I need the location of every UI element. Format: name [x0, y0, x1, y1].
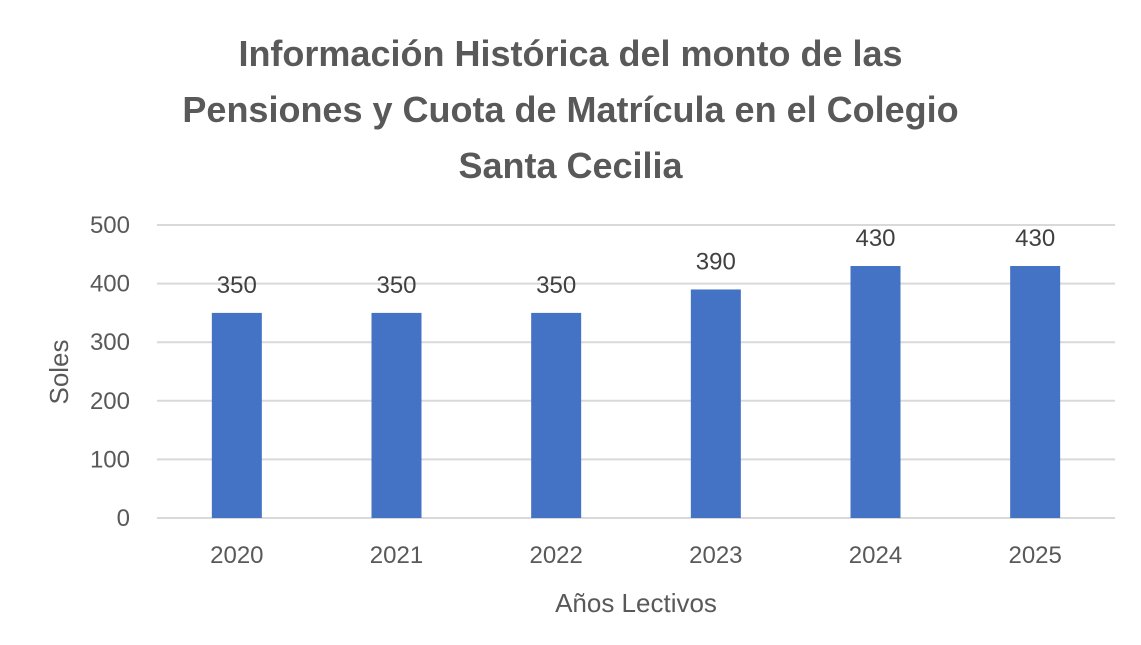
x-axis-title: Años Lectivos	[555, 588, 717, 618]
bar	[211, 312, 262, 518]
data-label: 350	[217, 272, 257, 299]
data-labels: 350 350 350 390 430 430	[217, 225, 1055, 299]
y-tick-label: 0	[117, 505, 130, 532]
y-tick-label: 200	[90, 388, 130, 415]
x-tick-label: 2021	[370, 542, 423, 569]
x-tick-label: 2025	[1008, 542, 1061, 569]
x-tick-label: 2024	[849, 542, 902, 569]
y-tick-label: 100	[90, 446, 130, 473]
x-axis-ticks: 2020 2021 2022 2023 2024 2025	[210, 542, 1062, 569]
chart-title-line-3: Santa Cecilia	[458, 145, 683, 186]
chart-title-line-2: Pensiones y Cuota de Matrícula en el Col…	[182, 89, 959, 130]
y-tick-label: 300	[90, 329, 130, 356]
x-tick-label: 2020	[210, 542, 263, 569]
y-tick-label: 500	[90, 212, 130, 239]
x-tick-label: 2023	[689, 542, 742, 569]
bars	[211, 266, 1061, 518]
y-axis-title: Soles	[44, 339, 74, 404]
data-label: 390	[696, 248, 736, 275]
bar	[690, 289, 741, 518]
bar	[371, 312, 422, 518]
data-label: 430	[1015, 225, 1055, 252]
bar	[531, 312, 582, 518]
data-label: 350	[376, 272, 416, 299]
y-tick-label: 400	[90, 271, 130, 298]
chart-title-line-1: Información Histórica del monto de las	[238, 33, 903, 74]
gridlines	[157, 224, 1115, 519]
data-label: 430	[855, 225, 895, 252]
bar	[850, 266, 901, 518]
x-tick-label: 2022	[529, 542, 582, 569]
bar	[1010, 266, 1061, 518]
y-axis-ticks: 0 100 200 300 400 500	[90, 212, 130, 532]
chart-title: Información Histórica del monto de las P…	[0, 26, 1141, 194]
data-label: 350	[536, 272, 576, 299]
